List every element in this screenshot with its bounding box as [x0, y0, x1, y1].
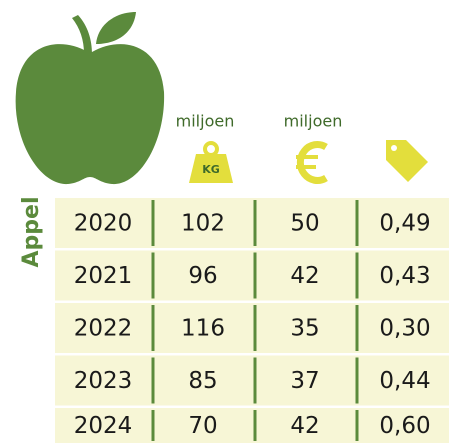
apple-icon — [15, 12, 165, 185]
table-cell: 35 — [290, 316, 319, 342]
table-cell: 0,60 — [379, 413, 430, 439]
table-cell: 42 — [290, 413, 319, 439]
table-cell: 85 — [188, 368, 217, 394]
table-row — [55, 355, 449, 406]
table-cell: 96 — [188, 263, 217, 289]
table-row — [55, 198, 449, 248]
table-row — [55, 303, 449, 353]
table-cell: 50 — [290, 211, 319, 237]
weight-icon-text: KG — [202, 163, 220, 176]
table-cell: 0,43 — [379, 263, 430, 289]
table-cell: 2024 — [74, 413, 133, 439]
table-cell: 116 — [181, 316, 225, 342]
table-cell: 2021 — [74, 263, 133, 289]
table-cell: 42 — [290, 263, 319, 289]
table-cell: 0,44 — [379, 368, 430, 394]
euro-icon — [296, 141, 328, 184]
table-cell: 0,49 — [379, 211, 430, 237]
table-row — [55, 250, 449, 301]
product-label: Appel — [19, 197, 44, 268]
table-cell: 70 — [188, 413, 217, 439]
money-unit: miljoen — [284, 112, 343, 131]
table-cell: 0,30 — [379, 316, 430, 342]
price-tag-icon — [386, 140, 428, 182]
weight-icon: KG — [189, 141, 233, 183]
table-row — [55, 408, 449, 443]
table-cell: 2022 — [74, 316, 133, 342]
table-cell: 37 — [290, 368, 319, 394]
table-cell: 102 — [181, 211, 225, 237]
weight-unit: miljoen — [176, 112, 235, 131]
table-cell: 2023 — [74, 368, 133, 394]
table-cell: 2020 — [74, 211, 133, 237]
